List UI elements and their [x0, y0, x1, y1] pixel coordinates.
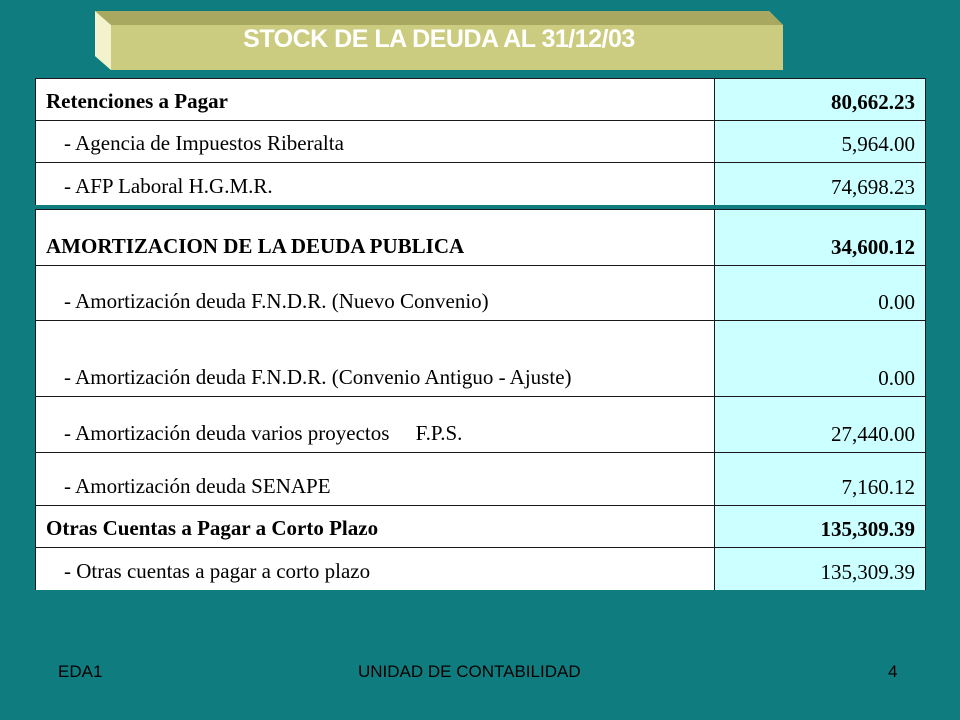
row-value: 0.00: [715, 321, 925, 396]
table-row: Otras Cuentas a Pagar a Corto Plazo 135,…: [36, 506, 925, 548]
page-title: STOCK DE LA DEUDA AL 31/12/03: [243, 25, 635, 53]
table-row: - Amortización deuda SENAPE 7,160.12: [36, 453, 925, 506]
table-row: - Otras cuentas a pagar a corto plazo 13…: [36, 548, 925, 590]
row-label: - AFP Laboral H.G.M.R.: [36, 163, 715, 205]
row-label: - Amortización deuda SENAPE: [36, 453, 715, 505]
row-value: 0.00: [715, 266, 925, 320]
table-row: - Amortización deuda F.N.D.R. (Nuevo Con…: [36, 266, 925, 321]
row-label: - Amortización deuda F.N.D.R. (Nuevo Con…: [36, 266, 715, 320]
row-value: 135,309.39: [715, 548, 925, 590]
table-row: - Amortización deuda varios proyectos F.…: [36, 397, 925, 453]
footer-left: EDA1: [58, 662, 103, 681]
row-label: - Agencia de Impuestos Riberalta: [36, 121, 715, 162]
row-value: 5,964.00: [715, 121, 925, 162]
row-value: 80,662.23: [715, 79, 925, 120]
table-row: - Amortización deuda F.N.D.R. (Convenio …: [36, 321, 925, 397]
row-label: - Amortización deuda varios proyectos F.…: [36, 397, 715, 452]
table-row: - AFP Laboral H.G.M.R. 74,698.23: [36, 163, 925, 205]
row-label: Retenciones a Pagar: [36, 79, 715, 120]
amortizacion-block: AMORTIZACION DE LA DEUDA PUBLICA 34,600.…: [35, 209, 926, 590]
row-value: 7,160.12: [715, 453, 925, 505]
footer-page-number: 4: [888, 662, 898, 681]
row-label: - Amortización deuda F.N.D.R. (Convenio …: [36, 321, 715, 396]
row-value: 34,600.12: [715, 210, 925, 265]
debt-table: Retenciones a Pagar 80,662.23 - Agencia …: [35, 78, 926, 590]
row-value: 74,698.23: [715, 163, 925, 205]
banner-shape: [95, 11, 783, 70]
table-row: AMORTIZACION DE LA DEUDA PUBLICA 34,600.…: [36, 210, 925, 266]
footer-center: UNIDAD DE CONTABILIDAD: [358, 662, 581, 681]
row-label: - Otras cuentas a pagar a corto plazo: [36, 548, 715, 590]
title-banner: STOCK DE LA DEUDA AL 31/12/03: [95, 11, 783, 70]
row-value: 27,440.00: [715, 397, 925, 452]
table-row: Retenciones a Pagar 80,662.23: [36, 79, 925, 121]
row-value: 135,309.39: [715, 506, 925, 547]
row-label: AMORTIZACION DE LA DEUDA PUBLICA: [36, 210, 715, 265]
row-label: Otras Cuentas a Pagar a Corto Plazo: [36, 506, 715, 547]
table-row: - Agencia de Impuestos Riberalta 5,964.0…: [36, 121, 925, 163]
retenciones-block: Retenciones a Pagar 80,662.23 - Agencia …: [35, 78, 926, 205]
